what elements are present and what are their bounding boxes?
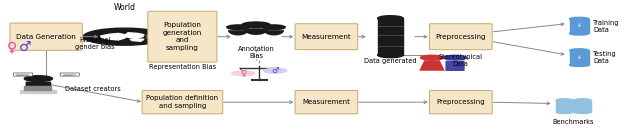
Text: Data generated: Data generated	[364, 58, 417, 64]
FancyBboxPatch shape	[295, 24, 358, 50]
Text: ♂: ♂	[19, 40, 32, 54]
Bar	[24, 86, 51, 90]
Circle shape	[232, 71, 255, 76]
FancyBboxPatch shape	[445, 61, 465, 71]
Ellipse shape	[570, 49, 589, 52]
Ellipse shape	[378, 52, 403, 58]
Ellipse shape	[570, 32, 589, 35]
Text: Benchmarks: Benchmarks	[553, 119, 594, 125]
Text: ⚡: ⚡	[577, 23, 582, 29]
Text: ♂: ♂	[271, 66, 279, 75]
FancyBboxPatch shape	[60, 73, 79, 76]
Text: Stereotypical
Data: Stereotypical Data	[439, 54, 483, 67]
Text: Annotation
Bias: Annotation Bias	[237, 46, 275, 59]
Text: Measurement: Measurement	[303, 99, 350, 105]
Circle shape	[262, 25, 285, 30]
Bar	[556, 100, 573, 112]
Ellipse shape	[574, 99, 591, 102]
Circle shape	[242, 22, 270, 28]
Text: Data Generation: Data Generation	[16, 34, 76, 40]
Bar	[20, 90, 56, 93]
Circle shape	[227, 25, 250, 30]
Ellipse shape	[378, 16, 403, 21]
Text: ♀: ♀	[240, 69, 246, 78]
Text: Dataset creators: Dataset creators	[65, 86, 121, 92]
Ellipse shape	[570, 63, 589, 67]
Text: ⚡: ⚡	[577, 55, 582, 61]
FancyBboxPatch shape	[10, 23, 82, 50]
Polygon shape	[228, 30, 248, 35]
Text: Training
Data: Training Data	[593, 20, 620, 33]
Bar	[570, 50, 589, 65]
Text: Preprocessing: Preprocessing	[435, 34, 486, 40]
Text: Population definition
and sampling: Population definition and sampling	[147, 95, 218, 109]
FancyBboxPatch shape	[295, 91, 358, 114]
Text: Preprocessing: Preprocessing	[436, 99, 485, 105]
Text: Representation Bias: Representation Bias	[149, 64, 216, 70]
Circle shape	[264, 68, 287, 73]
Text: Historical
gender bias: Historical gender bias	[75, 37, 115, 50]
FancyBboxPatch shape	[26, 82, 51, 91]
Ellipse shape	[570, 17, 589, 21]
FancyBboxPatch shape	[148, 11, 217, 62]
FancyBboxPatch shape	[429, 91, 492, 114]
Text: Testing
Data: Testing Data	[593, 51, 617, 64]
Circle shape	[444, 55, 467, 60]
Text: Measurement: Measurement	[301, 34, 351, 40]
Text: ♀: ♀	[6, 40, 17, 54]
Polygon shape	[100, 33, 128, 40]
FancyBboxPatch shape	[429, 24, 492, 50]
Polygon shape	[125, 33, 144, 38]
Ellipse shape	[556, 111, 573, 113]
Circle shape	[420, 55, 444, 60]
Circle shape	[83, 28, 166, 45]
Text: Population
generation
and
sampling: Population generation and sampling	[163, 22, 202, 51]
Bar	[574, 100, 591, 112]
Polygon shape	[130, 39, 144, 41]
FancyBboxPatch shape	[13, 73, 33, 76]
Ellipse shape	[556, 99, 573, 102]
Text: World: World	[114, 3, 136, 12]
Ellipse shape	[574, 111, 591, 113]
Polygon shape	[243, 28, 269, 35]
FancyBboxPatch shape	[142, 91, 223, 114]
Polygon shape	[419, 60, 445, 71]
Bar	[378, 18, 403, 55]
Bar	[570, 19, 589, 33]
Polygon shape	[264, 30, 284, 35]
Circle shape	[24, 76, 52, 81]
